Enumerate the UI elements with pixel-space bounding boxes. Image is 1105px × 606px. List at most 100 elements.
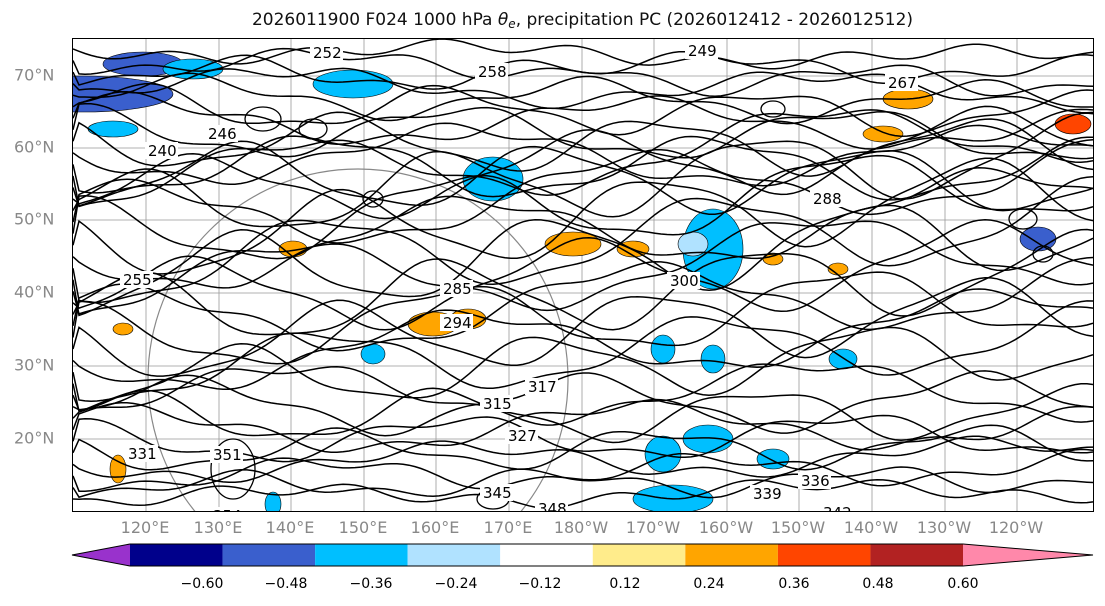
colorbar-tick-label: −0.48 [264,576,308,592]
theta-e-contour [73,277,1093,377]
contour-label: 317 [528,378,557,396]
precip-blob [112,322,134,336]
precip-blob [109,454,127,484]
contour-label: 327 [508,427,537,445]
colorbar-tick-label: 0.48 [862,576,894,592]
contour-label-bg [205,125,238,142]
lon-label: 140°W [843,518,899,537]
contour-label: 351 [213,446,242,464]
colorbar [71,543,1094,567]
contour-label: 300 [670,272,699,290]
colorbar-tick-label: 0.12 [609,576,641,592]
colorbar-tick-label: −0.36 [349,576,393,592]
theta-e-contour [73,398,1093,454]
theta-e-contour [73,271,1093,365]
lon-label: 170°W [625,518,681,537]
contour-label: 339 [753,485,782,503]
contour-label-bg [820,504,853,511]
colorbar-segment [963,544,1093,566]
map-canvas: 240 246 252 255 258 249 267 285 288 294 300 315 317 3… [73,39,1093,512]
range-ring [147,168,569,511]
chart-title: 2026011900 F024 1000 hPa θe, precipitati… [0,10,1105,31]
theta-e-contour [73,72,1093,125]
contour-label: 246 [208,125,237,143]
theta-e-contours [73,39,1093,510]
colorbar-outline [71,543,1094,567]
contour-labels: 240 246 252 255 258 249 267 285 288 294 300 315 317 3… [120,42,918,512]
theta-e-contour [73,288,1093,390]
contour-label: 354 [213,507,242,512]
precip-blob [700,344,726,374]
contour-label: 315 [483,395,512,413]
theta-e-contour [73,47,1093,84]
theta-e-contour [73,91,1093,150]
colorbar-segment [407,544,501,566]
closed-contour [298,118,328,140]
closed-contour [760,100,786,118]
contour-label-bg [535,500,568,511]
theta-e-contour [73,154,1093,260]
contour-label: 249 [688,42,717,60]
contour-label: 345 [483,484,512,502]
contour-label-bg [798,472,831,489]
title-theta-sub: e [508,17,516,31]
contour-label-bg [505,427,538,444]
colorbar-tick-label: −0.12 [518,576,562,592]
theta-e-contour [73,111,1093,177]
contour-label: 331 [128,445,157,463]
colorbar-tick-label: 0.60 [947,576,979,592]
map-panel: 240 246 252 255 258 249 267 285 288 294 300 315 317 3… [72,38,1094,512]
precip-blob [632,484,714,511]
contour-label-bg [480,395,513,412]
theta-e-contour [73,326,1093,413]
theta-e-contour [73,167,1093,289]
contour-label-bg [125,445,158,462]
title-prefix: 2026011900 F024 1000 hPa [251,10,498,30]
contour-label-bg [440,280,473,297]
contour-label-bg [475,63,508,80]
contour-label-bg [885,74,918,91]
lon-label: 120°W [988,518,1044,537]
lat-label: 50°N [14,209,55,229]
theta-e-contour [73,122,1093,187]
colorbar-segment [500,544,593,566]
theta-e-contour [73,256,1093,352]
closed-contour [244,106,282,132]
contour-label-bg [810,190,843,207]
lon-label: 130°E [193,518,243,537]
precip-blob [462,156,524,202]
theta-e-contour [73,435,1093,484]
lat-label: 60°N [14,137,55,157]
contour-label-bg [480,484,513,501]
precip-blob [650,334,676,364]
closed-contour [362,190,384,208]
lat-label: 30°N [14,355,55,375]
theta-e-contour [73,220,1093,315]
contour-label-bg [685,42,718,59]
lon-label: 140°E [265,518,315,537]
contour-label: 294 [443,314,472,332]
theta-e-contour [73,138,1093,244]
contour-label: 255 [123,271,152,289]
lat-label: 20°N [14,428,55,448]
contour-label: 240 [148,142,177,160]
theta-e-contour [73,157,1093,275]
theta-e-contour [73,204,1093,317]
contour-label-bg [525,378,558,395]
contour-label: 336 [801,472,830,490]
precip-blob [862,125,904,143]
theta-e-contour [73,135,1093,201]
theta-e-contour [73,370,1093,437]
theta-e-contour [73,67,1093,114]
contour-label-bg [210,446,243,463]
precip-blob [264,491,282,511]
theta-e-contour [73,112,1093,228]
closed-contour [1008,208,1038,230]
title-theta: θ [497,10,509,30]
theta-e-contour [73,109,1093,208]
lat-label: 70°N [14,65,55,85]
contour-label-bg [120,271,153,288]
theta-e-contour [73,300,1093,403]
lon-label: 160°E [410,518,460,537]
colorbar-segment [870,544,963,566]
